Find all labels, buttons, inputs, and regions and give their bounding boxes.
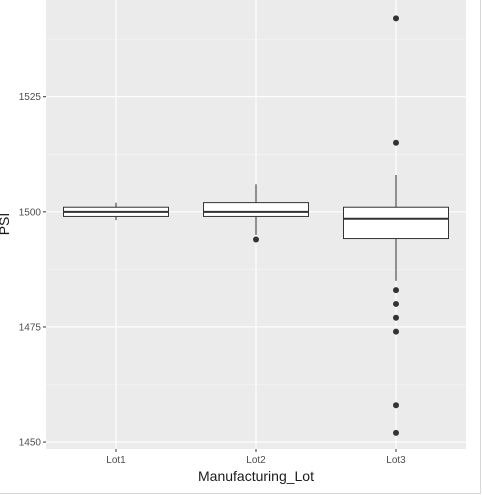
x-tick-label: Lot3 (386, 455, 406, 466)
outlier-point (393, 15, 399, 22)
box-lot3 (343, 15, 449, 436)
outlier-point (393, 328, 399, 335)
outlier-point (393, 300, 399, 307)
y-tick-label: 1500 (19, 207, 42, 218)
box-lot1 (63, 202, 169, 221)
y-tick-label: 1525 (19, 92, 42, 103)
outlier-point (393, 314, 399, 321)
iqr-box (343, 206, 449, 240)
y-tick-label: 1450 (19, 438, 42, 449)
x-tick-label: Lot2 (246, 455, 266, 466)
iqr-box (203, 202, 309, 217)
outlier-point (393, 402, 399, 409)
y-axis: 1450 1475 1500 1525 (19, 92, 46, 449)
x-tick-label: Lot1 (106, 455, 126, 466)
x-axis-title: Manufacturing_Lot (198, 468, 314, 484)
outlier-point (253, 236, 259, 243)
outlier-point (393, 429, 399, 436)
x-axis: Lot1 Lot2 Lot3 (106, 449, 406, 466)
y-axis-title: PSI (0, 213, 12, 236)
y-tick-label: 1475 (19, 322, 42, 333)
outlier-point (393, 139, 399, 146)
boxes-layer (63, 15, 449, 436)
outlier-point (393, 287, 399, 294)
box-lot2 (203, 184, 309, 243)
